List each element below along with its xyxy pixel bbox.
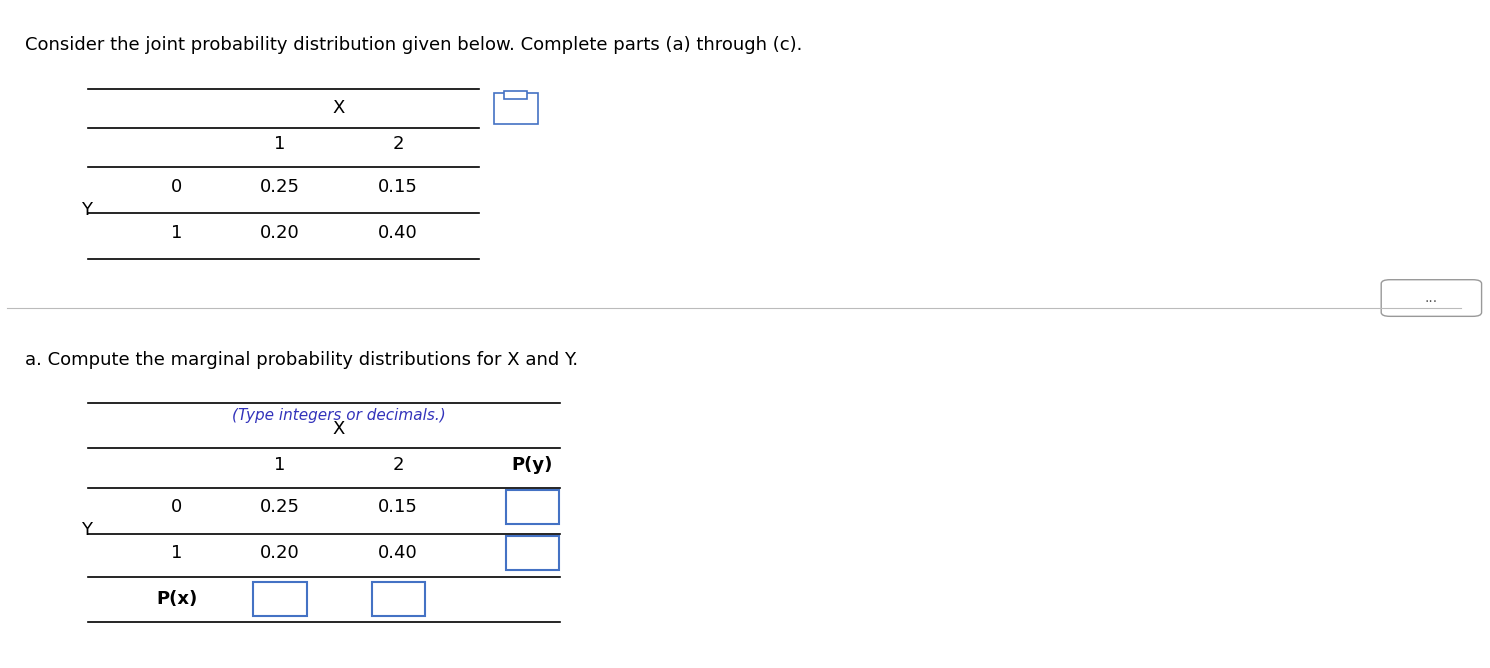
Text: Y: Y <box>80 200 92 218</box>
Text: 0.20: 0.20 <box>261 224 299 242</box>
FancyBboxPatch shape <box>507 490 559 524</box>
FancyBboxPatch shape <box>505 91 526 98</box>
FancyBboxPatch shape <box>371 582 425 616</box>
Text: Consider the joint probability distribution given below. Complete parts (a) thro: Consider the joint probability distribut… <box>25 36 802 54</box>
Text: P(x): P(x) <box>156 590 197 608</box>
Text: 0.25: 0.25 <box>261 498 299 516</box>
Text: 2: 2 <box>392 456 404 474</box>
Text: 1: 1 <box>274 136 286 154</box>
Text: 1: 1 <box>274 456 286 474</box>
Text: 0.15: 0.15 <box>378 178 419 196</box>
Text: a. Compute the marginal probability distributions for X and Y.: a. Compute the marginal probability dist… <box>25 351 578 369</box>
FancyBboxPatch shape <box>495 93 538 124</box>
Text: 0.40: 0.40 <box>378 544 419 562</box>
FancyBboxPatch shape <box>253 582 307 616</box>
Text: 0: 0 <box>171 498 182 516</box>
Text: X: X <box>332 420 346 438</box>
Text: Y: Y <box>80 521 92 539</box>
Text: P(y): P(y) <box>511 456 553 474</box>
Text: (Type integers or decimals.): (Type integers or decimals.) <box>232 408 446 424</box>
Text: 2: 2 <box>392 136 404 154</box>
Text: 0.40: 0.40 <box>378 224 419 242</box>
Text: 1: 1 <box>171 544 182 562</box>
Text: 0.20: 0.20 <box>261 544 299 562</box>
FancyBboxPatch shape <box>1381 280 1481 317</box>
Text: ...: ... <box>1424 291 1438 305</box>
Text: X: X <box>332 100 346 118</box>
FancyBboxPatch shape <box>507 536 559 570</box>
Text: 0.15: 0.15 <box>378 498 419 516</box>
Text: 0: 0 <box>171 178 182 196</box>
Text: 1: 1 <box>171 224 182 242</box>
Text: 0.25: 0.25 <box>261 178 299 196</box>
